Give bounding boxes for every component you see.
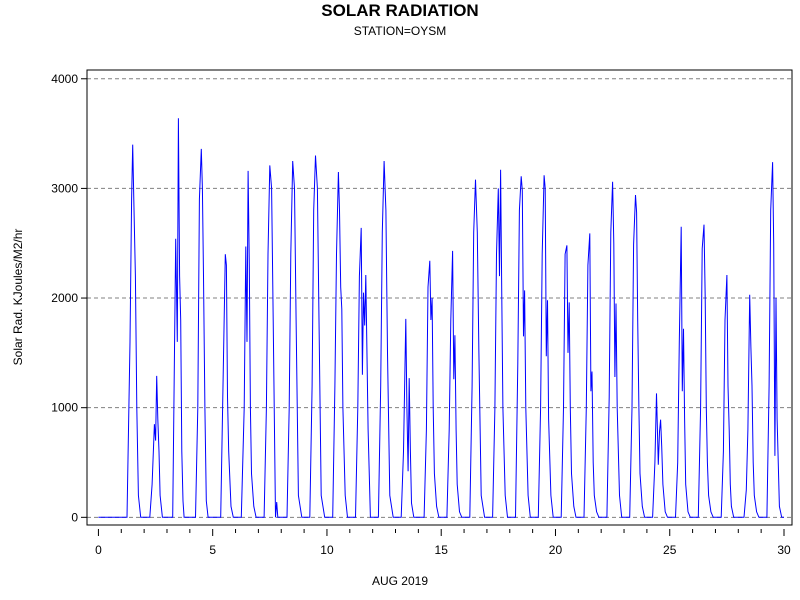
y-axis: 0 1000 2000 3000 4000 [51,72,87,524]
x-tick-label: 20 [549,543,563,557]
series-line [98,118,784,518]
chart-subtitle: STATION=OYSM [353,24,447,38]
x-tick-label: 0 [95,543,102,557]
y-tick-label: 3000 [51,181,78,195]
y-axis-label: Solar Rad. KJoules/M2/hr [11,229,25,366]
y-tick-label: 0 [71,510,78,524]
x-tick-label: 30 [777,543,791,557]
y-tick-label: 4000 [51,72,78,86]
chart-title: SOLAR RADIATION [321,1,479,20]
y-tick-label: 2000 [51,291,78,305]
y-tick-label: 1000 [51,401,78,415]
x-tick-label: 15 [435,543,449,557]
x-tick-label: 5 [209,543,216,557]
x-axis-label: AUG 2019 [371,574,429,588]
gridlines [87,78,792,518]
x-tick-label: 10 [320,543,334,557]
x-axis: 0 5 10 15 20 25 30 [95,529,791,557]
x-tick-label: 25 [663,543,677,557]
plot-frame [86,69,793,526]
